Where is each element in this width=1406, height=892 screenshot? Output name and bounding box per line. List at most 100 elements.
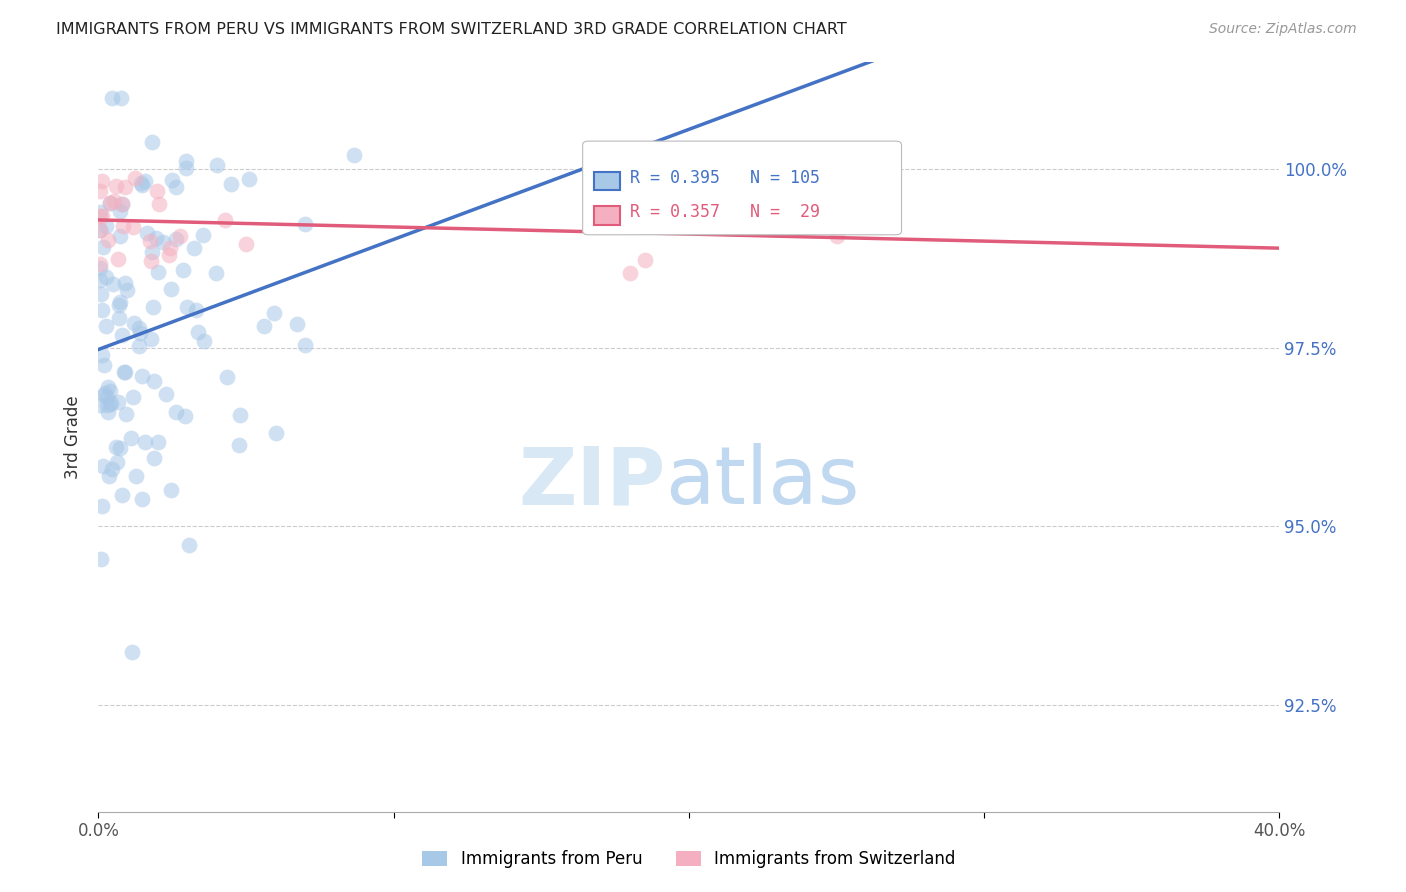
Point [97, 380, 120, 394]
Point [141, 254, 163, 268]
Point [108, 298, 131, 312]
Point [160, 173, 183, 187]
Text: R = 0.395   N = 105: R = 0.395 N = 105 [630, 169, 820, 186]
Point [89, 204, 111, 219]
Point [205, 265, 228, 279]
Point [174, 409, 197, 423]
Point [98, 469, 121, 483]
Point [93, 358, 115, 372]
Point [825, 229, 848, 244]
Point [101, 277, 124, 291]
Point [634, 253, 657, 268]
Point [128, 339, 150, 353]
Point [96, 390, 118, 404]
Point [160, 483, 183, 497]
Point [110, 441, 132, 455]
Point [155, 386, 177, 401]
Point [108, 203, 131, 218]
Point [343, 147, 366, 161]
Point [90, 286, 112, 301]
Point [114, 365, 136, 379]
Point [108, 294, 131, 309]
Point [619, 266, 641, 280]
Point [179, 538, 201, 552]
Point [94, 269, 117, 284]
Point [148, 435, 170, 450]
Point [129, 326, 152, 341]
Point [165, 232, 187, 246]
Point [145, 230, 167, 244]
Point [146, 265, 169, 279]
Point [98, 195, 121, 210]
Point [165, 405, 187, 419]
Point [141, 244, 163, 259]
Point [100, 91, 122, 105]
Point [217, 370, 239, 384]
Point [142, 451, 165, 466]
Point [121, 390, 143, 404]
Point [98, 384, 121, 399]
Point [107, 310, 129, 325]
Text: ZIP: ZIP [517, 443, 665, 521]
Point [91, 209, 114, 223]
Point [141, 332, 163, 346]
Point [111, 197, 134, 211]
Point [100, 396, 122, 410]
Point [103, 194, 125, 209]
Point [111, 219, 134, 234]
Point [235, 237, 257, 252]
Point [90, 551, 112, 566]
Point [146, 184, 169, 198]
Point [114, 179, 136, 194]
Point [89, 222, 111, 236]
Point [159, 241, 181, 255]
Point [139, 234, 162, 248]
Point [294, 338, 316, 352]
Point [94, 318, 117, 333]
Point [94, 219, 117, 233]
Point [131, 369, 153, 384]
Point [855, 178, 877, 192]
Point [114, 365, 136, 379]
Point [205, 158, 228, 172]
Point [100, 397, 122, 411]
Point [157, 248, 180, 262]
Point [294, 217, 316, 231]
Text: R = 0.357   N =  29: R = 0.357 N = 29 [630, 203, 820, 221]
Point [91, 302, 114, 317]
Point [176, 300, 198, 314]
Point [263, 305, 285, 319]
Point [143, 374, 166, 388]
Point [110, 229, 132, 244]
Point [184, 302, 207, 317]
Point [142, 300, 165, 314]
Point [100, 196, 122, 211]
Point [120, 430, 142, 444]
Point [221, 177, 243, 191]
Point [89, 223, 111, 237]
FancyBboxPatch shape [595, 171, 620, 190]
Point [160, 282, 183, 296]
Point [264, 425, 287, 440]
Point [152, 235, 174, 250]
Point [141, 135, 163, 149]
Point [125, 468, 148, 483]
Point [228, 438, 250, 452]
Point [91, 458, 114, 473]
Y-axis label: 3rd Grade: 3rd Grade [65, 395, 83, 479]
Point [191, 228, 214, 243]
Point [131, 178, 153, 192]
Point [89, 209, 111, 223]
Point [91, 499, 114, 513]
Point [187, 326, 209, 340]
Point [193, 334, 215, 348]
Point [121, 219, 143, 234]
Point [110, 91, 132, 105]
Point [124, 316, 146, 330]
Point [91, 240, 114, 254]
Point [174, 153, 197, 168]
Point [214, 212, 236, 227]
Point [229, 408, 252, 422]
Point [114, 276, 136, 290]
Point [174, 161, 197, 176]
